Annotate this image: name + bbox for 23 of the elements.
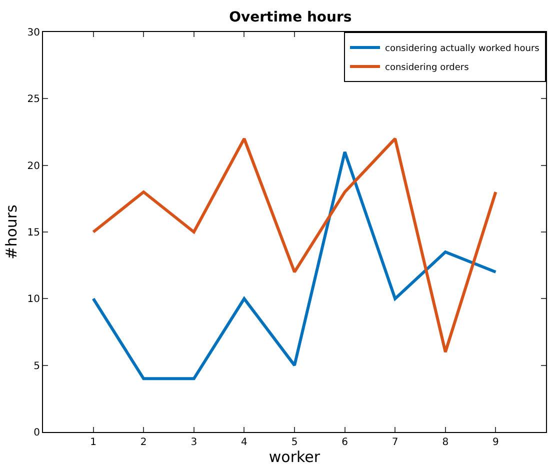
x-tick-label: 8 xyxy=(442,437,449,448)
x-tick-label: 5 xyxy=(291,437,298,448)
x-tick-label: 3 xyxy=(190,437,198,448)
chart-title: Overtime hours xyxy=(229,10,352,26)
line-series xyxy=(92,150,498,380)
y-tick-label: 10 xyxy=(27,294,40,306)
x-tick-label: 4 xyxy=(241,437,248,448)
y-tick-label: 5 xyxy=(34,360,40,372)
legend-label: considering orders xyxy=(385,63,470,74)
y-tick-label: 25 xyxy=(27,94,40,106)
x-tick-label: 6 xyxy=(342,437,348,448)
x-tick-label: 7 xyxy=(392,437,398,448)
x-tick-label: 1 xyxy=(90,437,96,448)
x-axis-title: worker xyxy=(268,448,321,466)
line-series xyxy=(92,137,498,354)
legend-label: considering actually worked hours xyxy=(385,44,540,54)
x-tick-label: 9 xyxy=(492,437,499,448)
y-axis-title: #hours xyxy=(2,204,21,260)
x-tick-label: 2 xyxy=(140,437,147,448)
y-tick-label: 30 xyxy=(27,28,40,38)
y-tick-label: 0 xyxy=(34,428,40,438)
y-tick-label: 15 xyxy=(27,228,40,238)
y-tick-label: 20 xyxy=(27,160,40,172)
